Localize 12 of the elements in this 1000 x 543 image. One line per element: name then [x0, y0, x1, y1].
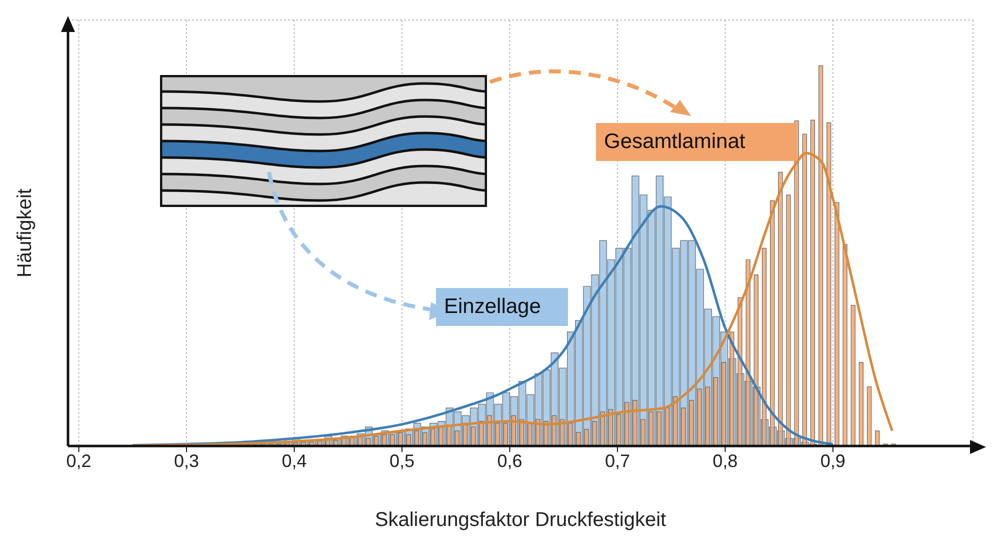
x-tick-label: 0,8	[712, 450, 738, 471]
x-tick-label: 0,9	[820, 450, 846, 471]
x-tick-label: 0,3	[174, 450, 200, 471]
x-axis-title: Skalierungsfaktor Druckfestigkeit	[374, 509, 667, 531]
x-tick-label: 0,2	[66, 450, 92, 471]
series-label: Gesamtlaminat	[596, 123, 797, 161]
x-tick-label: 0,5	[389, 450, 415, 471]
y-axis-title: Häufigkeit	[14, 188, 36, 278]
x-tick-label: 0,7	[604, 450, 630, 471]
x-tick-label: 0,4	[282, 450, 307, 471]
x-tick-label: 0,6	[497, 450, 522, 471]
legend-label: Einzellage	[436, 288, 568, 326]
